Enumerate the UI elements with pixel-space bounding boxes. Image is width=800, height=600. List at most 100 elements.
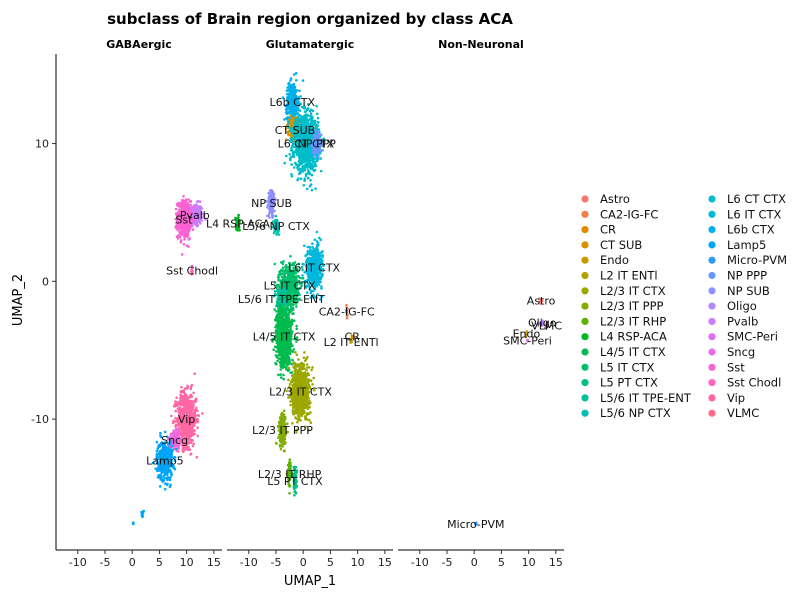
data-point [189,200,193,203]
data-point [202,215,206,218]
data-point [313,160,317,164]
data-point [185,404,188,408]
data-point [169,476,172,479]
data-point [270,213,274,216]
data-point [287,120,290,123]
data-point [289,158,292,162]
data-point [171,448,174,452]
data-point [290,118,294,121]
data-point [319,169,323,173]
data-point [191,430,194,433]
data-point [319,280,322,284]
data-point [309,112,313,115]
data-point [195,212,198,216]
x-tick-label: 0 [129,556,136,569]
facet-strip-label: Glutamatergic [266,38,355,51]
data-point [316,124,320,127]
data-point [305,156,308,160]
data-point [317,283,321,286]
data-point [271,190,275,193]
data-point [183,448,186,452]
data-point [182,230,185,233]
data-point [192,221,195,225]
data-point [185,198,188,201]
data-point [194,214,197,218]
data-point [190,433,194,437]
data-point [155,449,159,453]
cluster-label: Sst [175,213,193,226]
data-point [193,429,196,432]
data-point [180,386,183,389]
data-point [292,151,296,155]
data-point [292,166,296,169]
data-point [314,187,317,191]
data-point [297,153,301,156]
data-point [160,476,163,480]
data-point [304,110,308,113]
data-point [289,85,293,89]
data-point [186,234,189,238]
data-point [285,154,288,158]
x-tick-label: -5 [99,556,110,569]
data-point [308,155,312,158]
data-point [294,117,298,121]
data-point [132,522,135,526]
data-point [287,89,290,92]
data-point [309,167,313,171]
data-point [274,214,278,218]
data-point [295,79,298,82]
data-point [306,169,310,172]
data-point [311,254,315,258]
data-point [289,112,293,115]
data-point [164,451,168,454]
data-point [293,73,296,76]
data-point [165,476,169,480]
data-point [183,205,187,208]
data-point [175,235,179,239]
data-point [188,400,191,403]
data-point [309,162,313,166]
data-point [192,214,195,218]
data-point [172,419,175,423]
data-point [196,434,200,438]
data-point [304,159,308,163]
data-point [315,230,319,234]
data-point [314,164,318,168]
data-point [290,163,293,166]
data-point [172,429,175,433]
chart-title: subclass of Brain region organized by cl… [107,10,513,28]
data-point [287,81,291,85]
data-point [294,163,298,166]
data-point [313,119,317,123]
data-point [310,188,314,192]
data-point [305,187,309,191]
data-point [195,420,198,423]
data-point [311,109,315,113]
data-point [196,224,199,228]
data-point [179,393,182,397]
data-point [141,514,144,517]
data-point [311,242,314,245]
data-point [160,448,164,451]
data-point [188,448,192,452]
data-point [190,383,194,387]
data-point [185,429,189,432]
data-point [313,238,317,241]
data-point [309,114,313,118]
data-point [192,391,195,395]
data-point [163,430,167,434]
data-point [178,204,182,208]
data-point [316,120,320,124]
data-point [141,510,145,514]
cluster-label: Lamp5 [146,454,184,467]
data-point [193,400,196,404]
data-point [196,218,200,222]
data-point [155,440,159,444]
data-point [181,233,185,236]
data-point [304,172,308,176]
data-point [168,449,172,452]
data-point [319,238,323,242]
data-point [307,274,311,278]
data-point [314,150,317,153]
